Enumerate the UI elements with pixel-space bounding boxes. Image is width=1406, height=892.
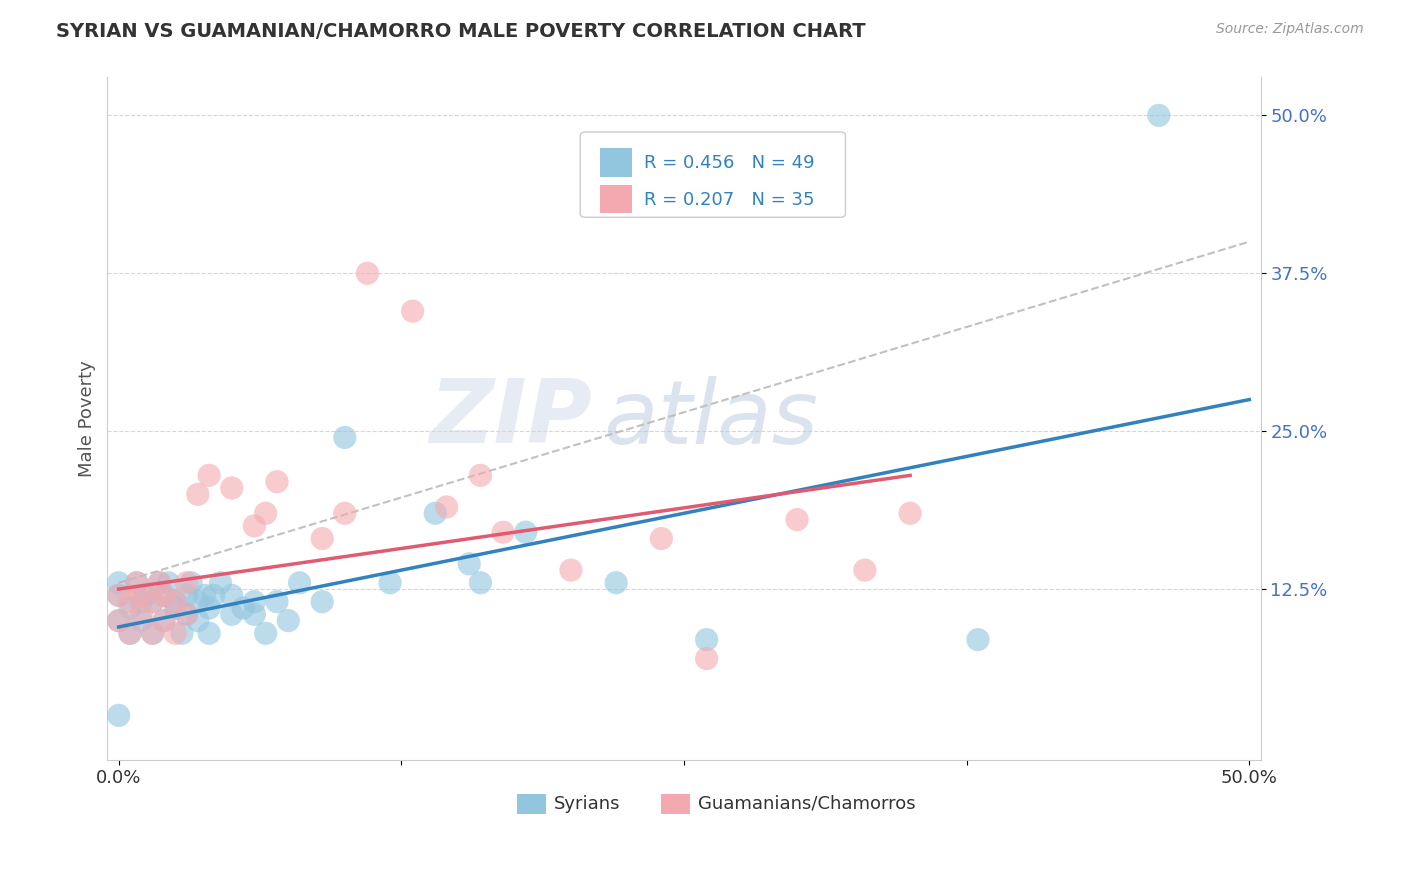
Point xyxy=(153,588,176,602)
FancyBboxPatch shape xyxy=(600,185,633,213)
Point xyxy=(221,588,243,602)
Point xyxy=(176,575,198,590)
Point xyxy=(129,607,152,622)
Point xyxy=(198,601,221,615)
Point xyxy=(142,626,165,640)
Point xyxy=(142,595,165,609)
Point xyxy=(311,595,333,609)
Point xyxy=(165,595,187,609)
Point xyxy=(254,506,277,520)
FancyBboxPatch shape xyxy=(517,794,546,814)
Point xyxy=(209,575,232,590)
Point xyxy=(288,575,311,590)
Text: Syrians: Syrians xyxy=(554,795,620,813)
Point xyxy=(153,588,176,602)
Point xyxy=(786,512,808,526)
Point xyxy=(243,519,266,533)
Point xyxy=(148,575,170,590)
Point xyxy=(107,614,129,628)
Point xyxy=(129,595,152,609)
Point xyxy=(605,575,627,590)
Point xyxy=(1147,108,1170,122)
Point xyxy=(198,468,221,483)
Point xyxy=(470,575,492,590)
Text: SYRIAN VS GUAMANIAN/CHAMORRO MALE POVERTY CORRELATION CHART: SYRIAN VS GUAMANIAN/CHAMORRO MALE POVERT… xyxy=(56,22,866,41)
Point xyxy=(967,632,990,647)
Point xyxy=(118,626,141,640)
Point xyxy=(135,588,157,602)
Text: atlas: atlas xyxy=(603,376,818,461)
Point xyxy=(153,614,176,628)
Text: R = 0.456   N = 49: R = 0.456 N = 49 xyxy=(644,154,814,172)
FancyBboxPatch shape xyxy=(600,148,633,177)
Point xyxy=(853,563,876,577)
Point xyxy=(202,588,225,602)
Point xyxy=(221,481,243,495)
Point xyxy=(333,430,356,444)
Point xyxy=(129,588,152,602)
Point xyxy=(277,614,299,628)
Point xyxy=(898,506,921,520)
Point xyxy=(165,595,187,609)
Point xyxy=(266,475,288,489)
Point xyxy=(142,595,165,609)
Point xyxy=(333,506,356,520)
Point xyxy=(425,506,447,520)
Point xyxy=(378,575,401,590)
Point xyxy=(492,525,515,540)
Point xyxy=(125,575,148,590)
Point xyxy=(165,626,187,640)
Point xyxy=(118,601,141,615)
Point xyxy=(194,588,217,602)
Point xyxy=(198,626,221,640)
Point xyxy=(118,595,141,609)
FancyBboxPatch shape xyxy=(581,132,845,218)
Point xyxy=(107,588,129,602)
Point xyxy=(165,601,187,615)
Point xyxy=(107,575,129,590)
FancyBboxPatch shape xyxy=(661,794,690,814)
Text: Guamanians/Chamorros: Guamanians/Chamorros xyxy=(697,795,915,813)
Point xyxy=(170,626,193,640)
Point xyxy=(107,588,129,602)
Point xyxy=(696,651,718,665)
Point xyxy=(221,607,243,622)
Point xyxy=(650,532,672,546)
Point xyxy=(125,575,148,590)
Point xyxy=(401,304,423,318)
Point xyxy=(180,575,202,590)
Point xyxy=(560,563,582,577)
Point xyxy=(153,614,176,628)
Point xyxy=(157,575,180,590)
Text: Source: ZipAtlas.com: Source: ZipAtlas.com xyxy=(1216,22,1364,37)
Point xyxy=(696,632,718,647)
Point xyxy=(243,607,266,622)
Point xyxy=(176,607,198,622)
Point xyxy=(254,626,277,640)
Text: ZIP: ZIP xyxy=(429,375,592,462)
Point xyxy=(187,487,209,501)
Point xyxy=(107,708,129,723)
Point xyxy=(176,607,198,622)
Text: R = 0.207   N = 35: R = 0.207 N = 35 xyxy=(644,191,814,209)
Point xyxy=(458,557,481,571)
Point xyxy=(232,601,254,615)
Point xyxy=(148,575,170,590)
Point xyxy=(142,626,165,640)
Point xyxy=(515,525,537,540)
Point xyxy=(311,532,333,546)
Y-axis label: Male Poverty: Male Poverty xyxy=(79,360,96,477)
Point xyxy=(243,595,266,609)
Point xyxy=(129,614,152,628)
Point xyxy=(176,588,198,602)
Point xyxy=(118,626,141,640)
Point xyxy=(187,614,209,628)
Point xyxy=(107,614,129,628)
Point xyxy=(436,500,458,514)
Point xyxy=(266,595,288,609)
Point xyxy=(356,266,378,280)
Point xyxy=(187,595,209,609)
Point xyxy=(470,468,492,483)
